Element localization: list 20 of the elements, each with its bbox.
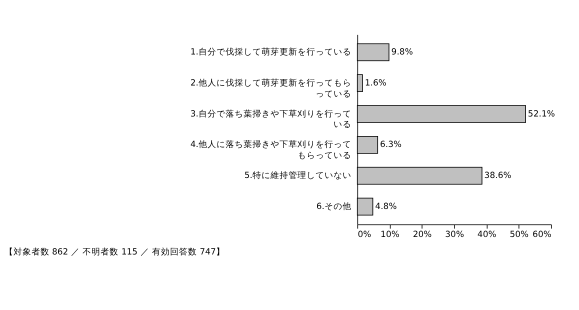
data-label: 38.6% — [484, 171, 512, 182]
x-tick-label: 50% — [510, 230, 529, 240]
x-tick-label: 0% — [358, 230, 372, 240]
x-tick-label: 30% — [445, 230, 464, 240]
data-label: 52.1% — [528, 109, 555, 120]
y-tick-label: 1.自分で伐採して萌芽更新を行っている — [190, 46, 352, 58]
data-label: 6.3% — [380, 140, 402, 150]
text: 【対象者数 862 ／ 不明者数 115 ／ 有効回答数 747】 — [4, 246, 225, 258]
data-label: 4.8% — [375, 202, 397, 212]
data-label: 1.6% — [364, 78, 386, 88]
y-tick-label: 5.特に維持管理していない — [244, 170, 352, 182]
x-tick-label: 60% — [532, 230, 552, 240]
x-tick-label: 20% — [412, 230, 432, 240]
y-tick-label: 2.他人に伐採して萌芽更新を行ってもらっている — [190, 77, 352, 100]
y-tick-label: 6.その他 — [316, 200, 352, 212]
y-tick-label: 4.他人に落ち葉掃きや下草刈りを行ってもらっている — [190, 139, 352, 162]
x-tick-label: 40% — [477, 230, 496, 240]
data-label: 9.8% — [391, 48, 413, 58]
x-tick-label: 10% — [380, 230, 400, 240]
y-tick-label: 3.自分で落ち葉掃きや下草刈りを行っている — [190, 108, 352, 130]
